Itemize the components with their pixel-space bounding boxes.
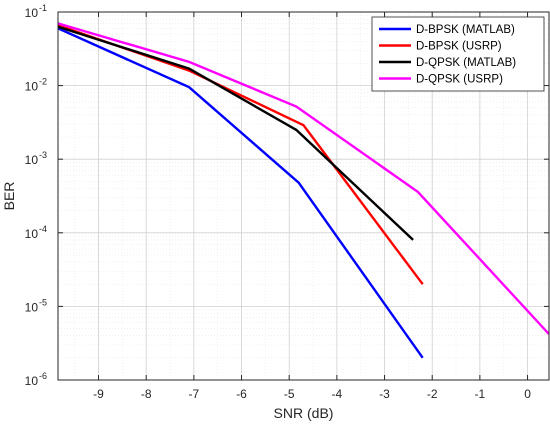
- legend-label: D-BPSK (MATLAB): [416, 24, 515, 36]
- y-tick-exponent: -2: [39, 77, 47, 87]
- legend-label: D-QPSK (USRP): [416, 74, 503, 86]
- axis-ticks: [58, 11, 549, 381]
- x-tick-label: -8: [141, 387, 152, 401]
- series-line-4: [58, 22, 549, 335]
- series-line-3: [58, 25, 414, 241]
- y-tick-label: 10: [25, 6, 39, 20]
- x-tick-label: -2: [427, 387, 438, 401]
- x-tick-labels: -9 -8 -7 -6 -5 -4 -3 -2 -1 0: [93, 387, 531, 401]
- series-line-1: [58, 27, 424, 359]
- y-tick-labels: 10-610-510-410-310-210-1: [25, 3, 47, 388]
- x-tick-label: -5: [284, 387, 295, 401]
- series-layer: [58, 22, 549, 359]
- y-tick-label: 10: [25, 374, 39, 388]
- y-axis-label: BER: [1, 182, 17, 211]
- y-tick-label: 10: [25, 300, 39, 314]
- plot-frame: [57, 11, 550, 381]
- legend: D-BPSK (MATLAB) D-BPSK (USRP) D-QPSK (MATL…: [371, 16, 545, 92]
- y-tick-label: 10: [25, 80, 39, 94]
- y-tick-exponent: -6: [39, 371, 47, 381]
- x-tick-label: 0: [524, 387, 531, 401]
- minor-grid: [58, 12, 549, 380]
- legend-label: D-BPSK (USRP): [416, 41, 502, 53]
- legend-label: D-QPSK (MATLAB): [416, 57, 516, 69]
- x-tick-label: -4: [332, 387, 343, 401]
- y-tick-label: 10: [25, 227, 39, 241]
- x-tick-label: -6: [236, 387, 247, 401]
- x-axis-label: SNR (dB): [274, 405, 334, 421]
- y-tick-exponent: -5: [39, 297, 47, 307]
- x-tick-label: -3: [379, 387, 390, 401]
- y-tick-exponent: -3: [39, 150, 47, 160]
- y-tick-label: 10: [25, 153, 39, 167]
- x-tick-label: -1: [475, 387, 486, 401]
- y-tick-exponent: -4: [39, 224, 47, 234]
- x-tick-label: -9: [93, 387, 104, 401]
- x-tick-label: -7: [189, 387, 200, 401]
- y-tick-exponent: -1: [39, 3, 47, 13]
